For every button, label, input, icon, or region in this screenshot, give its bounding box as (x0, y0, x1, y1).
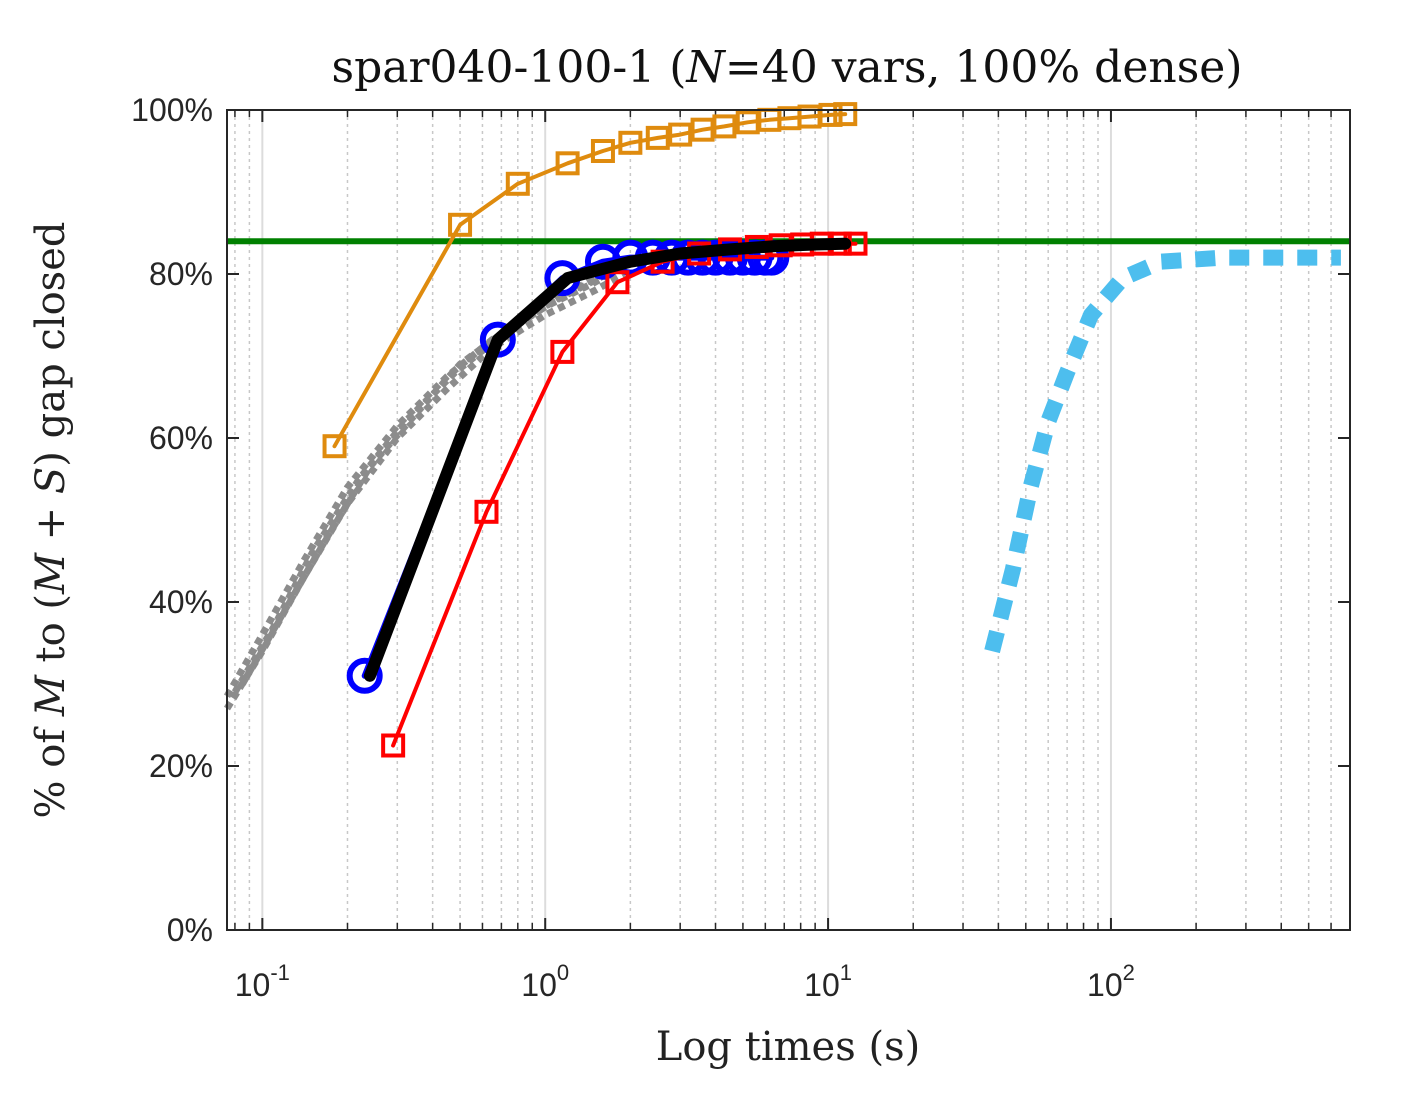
y-axis-label-suffix: ) gap closed (28, 221, 74, 466)
data-point-square (381, 733, 406, 758)
series-group (223, 262, 626, 699)
series-group (239, 254, 638, 686)
series-line (363, 237, 852, 682)
y-tick-label: 40% (149, 584, 213, 620)
x-tick-label: 100 (521, 960, 569, 1003)
y-axis-label-mid: to ( (28, 594, 74, 675)
x-tick-base: 10 (1087, 967, 1123, 1003)
y-tick-label: 100% (131, 92, 213, 128)
y-tick-label: 60% (149, 420, 213, 456)
data-point-square (833, 102, 858, 127)
y-tick-label: 20% (149, 748, 213, 784)
data-point-square (448, 212, 473, 237)
x-tick-base: 10 (521, 967, 557, 1003)
y-axis-label-prefix: % of (28, 716, 74, 818)
data-point-square (474, 499, 499, 524)
data-point-square (712, 114, 737, 139)
data-point-square (590, 139, 615, 163)
data-point-circle (346, 657, 383, 694)
chart-title: spar040-100-1 (N=40 vars, 100% dense) (332, 42, 1243, 93)
x-tick-base: 10 (235, 967, 271, 1003)
chart-title-var: N (685, 42, 726, 93)
y-tick-label: 0% (167, 912, 213, 948)
axes-box (226, 109, 1351, 931)
y-tick-label: 80% (149, 256, 213, 292)
chart-title-prefix: spar040-100-1 ( (332, 42, 687, 93)
y-axis-label-m1: M (28, 674, 74, 717)
data-point-square (668, 122, 693, 147)
chart-title-suffix: =40 vars, 100% dense) (725, 42, 1243, 93)
y-axis-label-s: S (28, 467, 74, 494)
x-axis-label: Log times (s) (656, 1024, 920, 1070)
y-axis-label-plus: + (28, 494, 74, 553)
plot-area (227, 110, 1350, 930)
data-point-square (322, 434, 347, 459)
x-tick-label: 10-1 (235, 960, 290, 1003)
series-line (239, 254, 638, 686)
series-line (224, 270, 626, 711)
data-point-square (555, 151, 580, 176)
series-group (224, 270, 626, 711)
series-group (363, 237, 852, 682)
x-tick-exponent: 1 (840, 960, 852, 985)
y-axis-label: % of M to (M + S) gap closed (28, 221, 74, 818)
series-group (984, 249, 1341, 654)
data-point-square (505, 171, 530, 196)
x-tick-exponent: 2 (1123, 960, 1135, 985)
data-point-square (645, 125, 670, 150)
x-tick-exponent: -1 (270, 960, 290, 985)
x-tick-label: 101 (804, 960, 852, 1003)
series-line (223, 262, 626, 699)
data-series (223, 102, 1350, 758)
x-tick-base: 10 (804, 967, 840, 1003)
data-point-square (550, 339, 575, 364)
data-point-square (605, 270, 630, 295)
series-line (984, 249, 1341, 654)
y-axis-label-m2: M (28, 552, 74, 595)
x-tick-exponent: 0 (557, 960, 569, 985)
axis-ticks: 0%20%40%60%80%100%10-1 100 101 102 (131, 92, 1351, 1003)
data-point-square (618, 130, 643, 155)
data-point-square (818, 102, 843, 127)
x-tick-label: 102 (1087, 960, 1135, 1003)
